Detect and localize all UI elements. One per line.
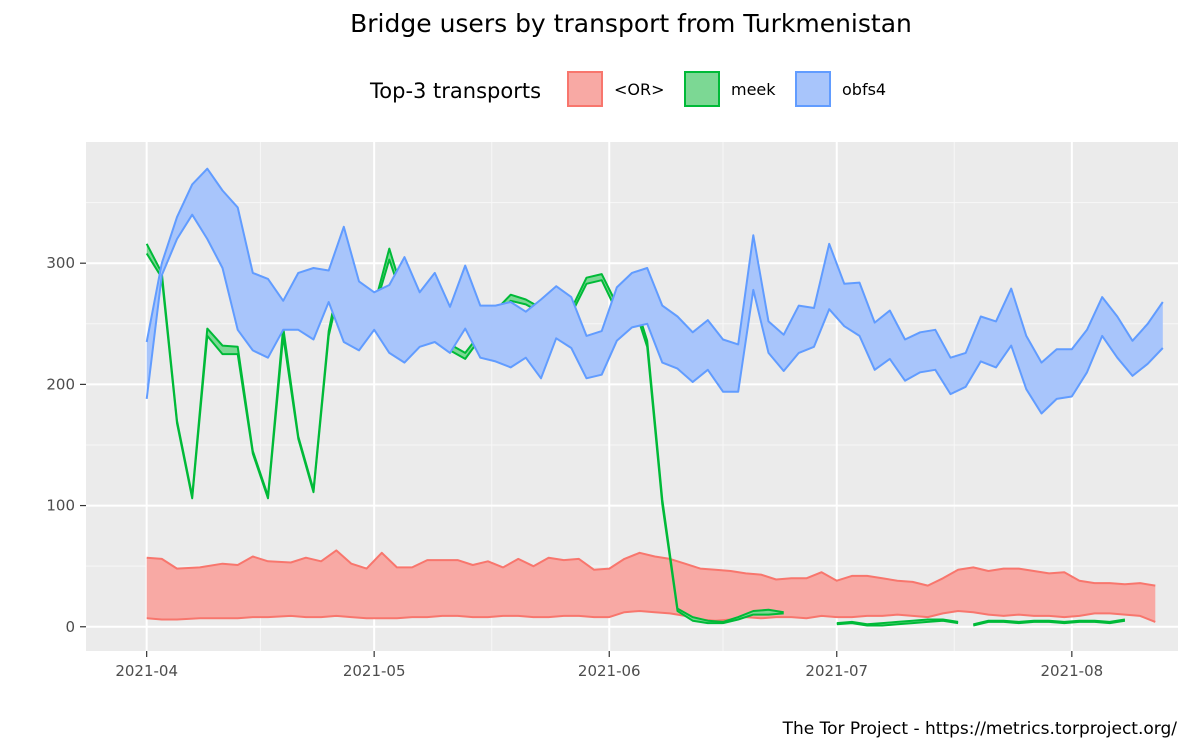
series-obfs4-ribbon bbox=[145, 167, 1164, 415]
legend-label: <OR> bbox=[614, 80, 665, 99]
series-upper-line bbox=[146, 549, 1156, 587]
y-tick-label: 200 bbox=[46, 375, 75, 393]
series-lower-line bbox=[836, 619, 959, 627]
series-upper-line bbox=[836, 618, 959, 626]
series-layer bbox=[145, 167, 1164, 627]
series-lower-line bbox=[145, 252, 784, 625]
series-area bbox=[146, 168, 1163, 414]
legend-item: <OR> bbox=[567, 71, 665, 107]
series-or-ribbon bbox=[146, 549, 1156, 623]
legend-swatch bbox=[567, 71, 603, 107]
series-upper-line bbox=[145, 167, 1164, 364]
series-meek-ribbon bbox=[145, 243, 784, 625]
legend-item: meek bbox=[684, 71, 776, 107]
x-tick-label: 2021-04 bbox=[115, 662, 178, 680]
legend-label: meek bbox=[731, 80, 776, 99]
y-tick-label: 300 bbox=[46, 254, 75, 272]
chart-caption: The Tor Project - https://metrics.torpro… bbox=[782, 719, 1178, 739]
x-tick-label: 2021-07 bbox=[805, 662, 868, 680]
chart-title: Bridge users by transport from Turkmenis… bbox=[350, 9, 912, 38]
x-tick-label: 2021-06 bbox=[578, 662, 641, 680]
legend: Top-3 transports <OR> meek obfs4 bbox=[369, 71, 886, 107]
series-lower-line bbox=[145, 213, 1164, 415]
series-lower-line bbox=[973, 619, 1126, 627]
legend-swatch bbox=[684, 71, 720, 107]
legend-swatch bbox=[795, 71, 831, 107]
x-tick-label: 2021-05 bbox=[343, 662, 406, 680]
legend-title: Top-3 transports bbox=[369, 79, 541, 103]
y-tick-label: 0 bbox=[65, 618, 75, 636]
series-upper-line bbox=[973, 618, 1126, 626]
x-tick-label: 2021-08 bbox=[1040, 662, 1103, 680]
grid-lines bbox=[86, 142, 1178, 651]
axes: 2021-04 2021-05 2021-06 2021-07 2021-08 0 100 2… bbox=[46, 254, 1103, 680]
y-tick-label: 100 bbox=[46, 497, 75, 515]
legend-item: obfs4 bbox=[795, 71, 886, 107]
legend-label: obfs4 bbox=[842, 80, 886, 99]
series-meek-ribbon bbox=[973, 618, 1126, 627]
series-lower-line bbox=[146, 610, 1156, 623]
series-meek-ribbon bbox=[836, 618, 959, 627]
